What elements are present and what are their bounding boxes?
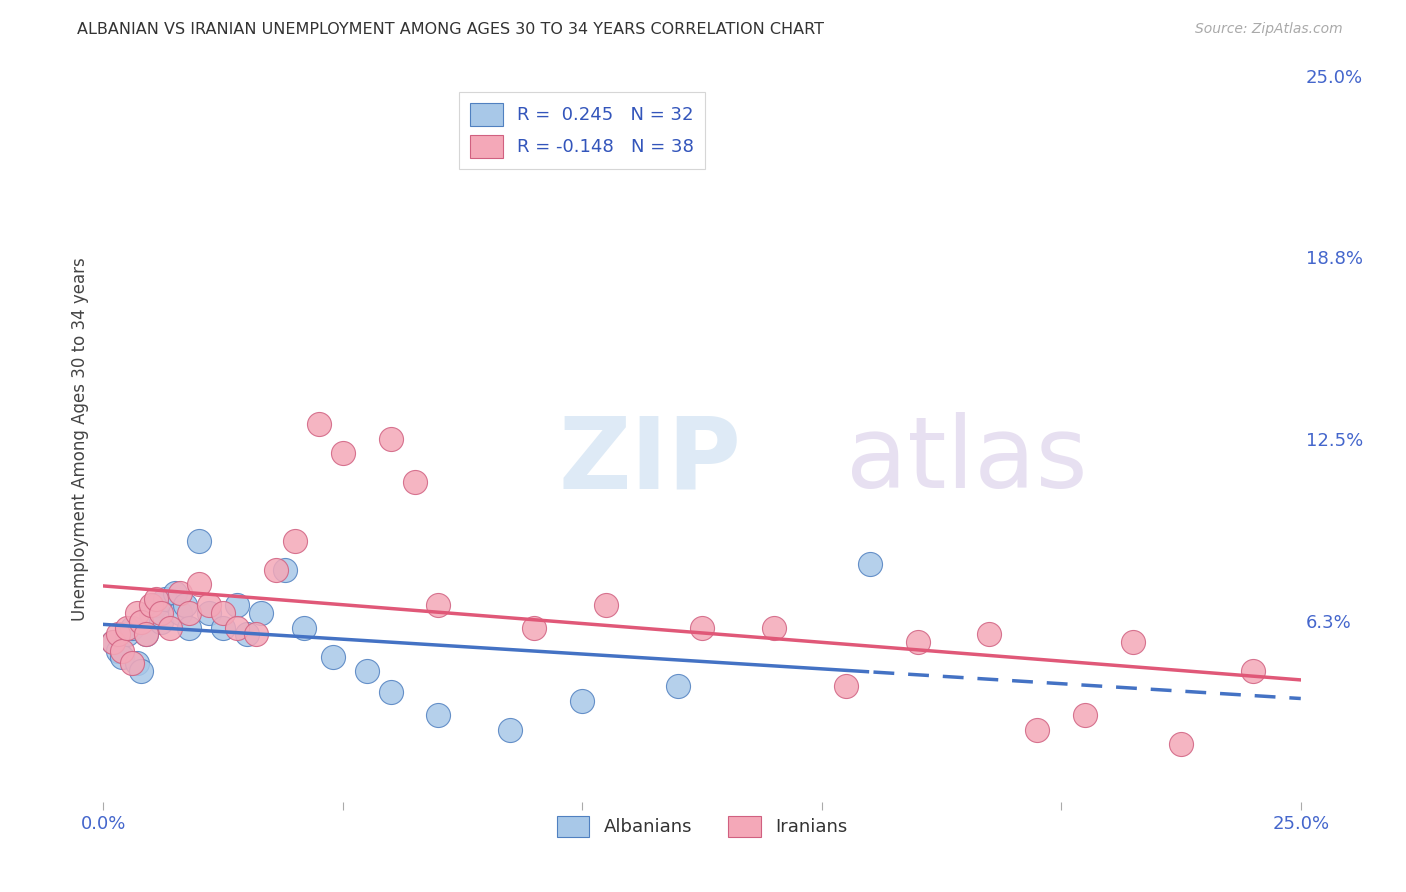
Point xyxy=(322,649,344,664)
Point xyxy=(907,635,929,649)
Point xyxy=(690,621,713,635)
Text: atlas: atlas xyxy=(845,412,1087,509)
Point xyxy=(159,621,181,635)
Point xyxy=(179,607,201,621)
Point xyxy=(236,626,259,640)
Point xyxy=(380,432,402,446)
Point xyxy=(145,591,167,606)
Point xyxy=(666,679,689,693)
Point xyxy=(226,621,249,635)
Point xyxy=(523,621,546,635)
Point xyxy=(101,635,124,649)
Point xyxy=(131,665,153,679)
Point xyxy=(245,626,267,640)
Point xyxy=(1241,665,1264,679)
Point xyxy=(979,626,1001,640)
Point xyxy=(404,475,426,490)
Text: ALBANIAN VS IRANIAN UNEMPLOYMENT AMONG AGES 30 TO 34 YEARS CORRELATION CHART: ALBANIAN VS IRANIAN UNEMPLOYMENT AMONG A… xyxy=(77,22,824,37)
Point xyxy=(131,615,153,629)
Point xyxy=(274,563,297,577)
Point xyxy=(197,598,219,612)
Point xyxy=(292,621,315,635)
Point xyxy=(115,626,138,640)
Text: Source: ZipAtlas.com: Source: ZipAtlas.com xyxy=(1195,22,1343,37)
Point xyxy=(121,656,143,670)
Point xyxy=(163,586,186,600)
Point xyxy=(1170,737,1192,751)
Point xyxy=(179,621,201,635)
Point xyxy=(427,708,450,723)
Point xyxy=(571,693,593,707)
Point xyxy=(187,533,209,548)
Point xyxy=(226,598,249,612)
Y-axis label: Unemployment Among Ages 30 to 34 years: Unemployment Among Ages 30 to 34 years xyxy=(72,257,89,621)
Point xyxy=(149,607,172,621)
Point xyxy=(155,591,177,606)
Point xyxy=(173,598,195,612)
Point xyxy=(121,621,143,635)
Point xyxy=(250,607,273,621)
Point xyxy=(107,644,129,658)
Point xyxy=(859,557,882,571)
Point xyxy=(1074,708,1097,723)
Point xyxy=(1122,635,1144,649)
Point xyxy=(197,607,219,621)
Point xyxy=(284,533,307,548)
Point xyxy=(212,607,235,621)
Point xyxy=(111,649,134,664)
Point xyxy=(139,598,162,612)
Point xyxy=(101,635,124,649)
Point xyxy=(115,621,138,635)
Point xyxy=(356,665,378,679)
Point xyxy=(427,598,450,612)
Point xyxy=(187,577,209,591)
Point xyxy=(1026,723,1049,737)
Point xyxy=(111,644,134,658)
Point xyxy=(149,615,172,629)
Point xyxy=(169,586,191,600)
Point xyxy=(380,685,402,699)
Point xyxy=(595,598,617,612)
Point xyxy=(264,563,287,577)
Point xyxy=(125,607,148,621)
Point xyxy=(139,607,162,621)
Point xyxy=(212,621,235,635)
Point xyxy=(762,621,785,635)
Text: ZIP: ZIP xyxy=(558,412,741,509)
Point xyxy=(135,626,157,640)
Point xyxy=(834,679,856,693)
Point xyxy=(125,656,148,670)
Point xyxy=(169,607,191,621)
Legend: Albanians, Iranians: Albanians, Iranians xyxy=(550,809,855,844)
Point xyxy=(107,626,129,640)
Point xyxy=(332,446,354,460)
Point xyxy=(135,626,157,640)
Point xyxy=(499,723,522,737)
Point xyxy=(308,417,330,432)
Point xyxy=(145,598,167,612)
